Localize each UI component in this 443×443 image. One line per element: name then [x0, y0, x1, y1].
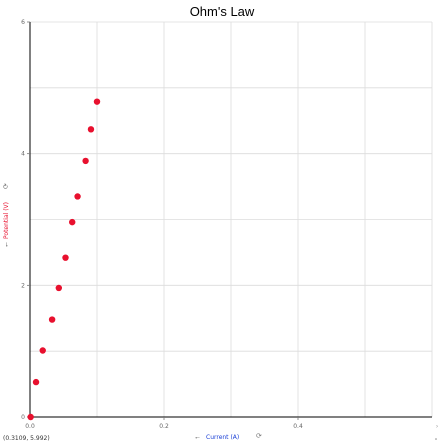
x-tick-labels: 0.0 0.2 0.4: [25, 417, 303, 430]
data-point[interactable]: [87, 126, 95, 133]
x-axis-label-group[interactable]: ← Current (A) ⟳: [194, 433, 262, 441]
x-tick-label: 0.4: [293, 423, 303, 430]
data-point[interactable]: [32, 378, 40, 386]
axes: [29, 22, 432, 418]
data-point[interactable]: [74, 193, 81, 200]
y-tick-label: 0: [21, 414, 25, 421]
cursor-coordinate-readout: (0.3109, 5.992): [3, 435, 50, 442]
data-point[interactable]: [82, 157, 89, 165]
data-point[interactable]: [39, 347, 46, 354]
refresh-icon[interactable]: ⟳: [256, 433, 262, 440]
data-point[interactable]: [69, 218, 76, 226]
y-axis-label-group[interactable]: ← Potential (V) ⟳: [3, 183, 10, 248]
y-tick-label: 4: [21, 151, 25, 158]
data-point[interactable]: [48, 316, 56, 323]
corner-dot: [435, 438, 437, 440]
data-point[interactable]: [93, 98, 101, 105]
x-tick-label: 0.0: [25, 423, 35, 430]
chart-title: Ohm's Law: [190, 4, 255, 19]
x-tick-label: 0.2: [159, 423, 169, 430]
right-edge-mark: ›: [436, 424, 438, 430]
down-arrow-icon[interactable]: ←: [3, 241, 10, 248]
left-arrow-icon[interactable]: ←: [194, 434, 201, 441]
y-axis-label: Potential (V): [3, 202, 10, 239]
refresh-icon[interactable]: ⟳: [3, 183, 10, 189]
y-tick-label: 6: [21, 19, 25, 26]
grid: [30, 21, 433, 417]
data-point[interactable]: [27, 413, 34, 421]
data-point[interactable]: [55, 284, 63, 292]
data-points[interactable]: [27, 98, 101, 421]
x-axis-label: Current (A): [206, 434, 239, 441]
data-point[interactable]: [62, 254, 69, 261]
y-tick-label: 2: [21, 282, 25, 289]
y-tick-labels: 0 2 4 6: [21, 19, 30, 421]
